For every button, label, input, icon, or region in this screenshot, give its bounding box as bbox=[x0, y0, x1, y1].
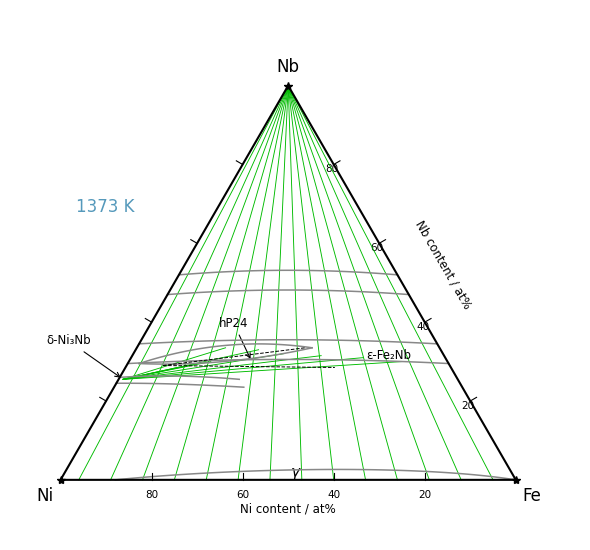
Text: Nb content / at%: Nb content / at% bbox=[412, 218, 474, 311]
Text: 60: 60 bbox=[236, 490, 249, 500]
Text: hP24: hP24 bbox=[219, 317, 250, 358]
Text: Ni: Ni bbox=[37, 487, 54, 505]
Text: 80: 80 bbox=[325, 164, 338, 174]
Text: 20: 20 bbox=[461, 401, 475, 411]
Text: Ni content / at%: Ni content / at% bbox=[240, 503, 336, 515]
Text: 1373 K: 1373 K bbox=[77, 197, 135, 216]
Text: Nb: Nb bbox=[277, 58, 300, 75]
Text: 40: 40 bbox=[327, 490, 340, 500]
Text: 60: 60 bbox=[371, 243, 384, 254]
Text: γ: γ bbox=[290, 465, 300, 480]
Text: ε-Fe₂Nb: ε-Fe₂Nb bbox=[367, 349, 412, 362]
Text: 80: 80 bbox=[145, 490, 158, 500]
Text: δ-Ni₃Nb: δ-Ni₃Nb bbox=[46, 334, 120, 377]
Text: Fe: Fe bbox=[523, 487, 542, 505]
Text: 20: 20 bbox=[418, 490, 431, 500]
Text: 40: 40 bbox=[416, 322, 429, 332]
